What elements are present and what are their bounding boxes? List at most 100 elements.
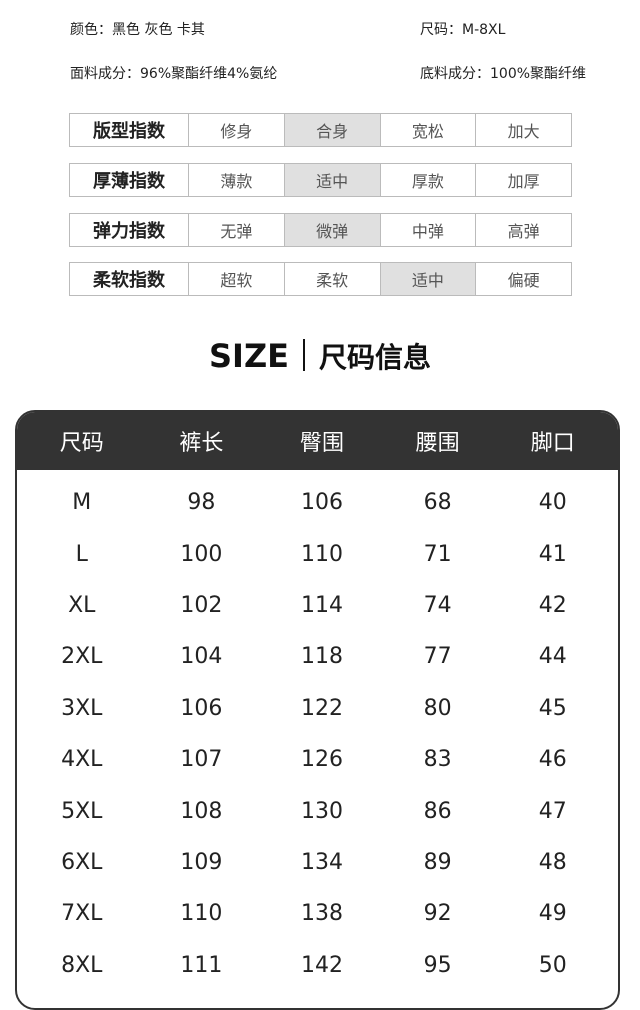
table-cell: 42: [538, 592, 567, 618]
table-cell: 80: [423, 695, 452, 721]
index-option: 薄款: [188, 164, 284, 196]
lining-info: 底料成分：100%聚酯纤维: [420, 66, 587, 82]
table-cell: 49: [538, 901, 567, 927]
table-cell: 68: [423, 490, 452, 516]
table-cell: 71: [423, 541, 452, 567]
table-cell: XL: [68, 592, 96, 618]
table-row: XL 102 114 74 42: [17, 580, 618, 631]
table-cell: 109: [180, 849, 223, 875]
table-cell: M: [72, 490, 92, 516]
index-option: 柔软: [283, 263, 380, 295]
index-option: 加厚: [475, 164, 571, 196]
index-label: 柔软指数: [93, 270, 165, 291]
table-cell: 47: [538, 798, 567, 824]
table-cell: 126: [300, 747, 343, 773]
table-cell: 46: [538, 747, 567, 773]
table-cell: 7XL: [61, 901, 103, 927]
size-table-body: M 98 106 68 40 L 100 110 71 41 XL 102 114 74 42 2XL 104 1…: [17, 470, 618, 991]
table-cell: 2XL: [61, 644, 103, 670]
table-cell: 106: [180, 695, 223, 721]
table-cell: 83: [423, 747, 452, 773]
table-cell: 134: [300, 849, 343, 875]
column-header: 尺码: [59, 431, 104, 456]
table-row: 5XL 108 130 86 47: [17, 785, 618, 836]
size-table-header: 尺码 裤长 臀围 腰围 脚口: [17, 412, 618, 470]
table-cell: 45: [538, 695, 567, 721]
index-option: 宽松: [379, 114, 476, 146]
table-row: 6XL 109 134 89 48: [17, 837, 618, 888]
index-option: 超软: [188, 263, 284, 295]
column-header: 臀围: [299, 431, 344, 456]
table-cell: 104: [180, 644, 223, 670]
table-row: L 100 110 71 41: [17, 528, 618, 579]
index-row: 柔软指数 超软 柔软 适中 偏硬: [69, 262, 572, 296]
index-row: 版型指数 修身 合身 宽松 加大: [69, 113, 572, 147]
table-row: 7XL 110 138 92 49: [17, 888, 618, 939]
index-option: 无弹: [188, 214, 284, 246]
title-divider: [303, 339, 305, 371]
table-row: 3XL 106 122 80 45: [17, 683, 618, 734]
table-row: 8XL 111 142 95 50: [17, 940, 618, 991]
table-row: M 98 106 68 40: [17, 477, 618, 528]
column-header: 脚口: [530, 431, 575, 456]
index-option: 厚款: [379, 164, 476, 196]
size-title-cn: 尺码信息: [319, 341, 432, 374]
index-option-selected: 合身: [283, 114, 380, 146]
size-title-en: SIZE: [208, 337, 289, 375]
table-cell: 130: [300, 798, 343, 824]
table-cell: 114: [300, 592, 343, 618]
index-option: 高弹: [475, 214, 571, 246]
fabric-info: 面料成分：96%聚酯纤维4%氨纶: [70, 66, 278, 82]
table-cell: 5XL: [61, 798, 103, 824]
table-cell: 100: [180, 541, 223, 567]
index-option: 偏硬: [475, 263, 571, 295]
table-cell: 95: [423, 952, 452, 978]
table-cell: 44: [538, 644, 567, 670]
index-label: 版型指数: [93, 121, 165, 142]
table-cell: 111: [180, 952, 223, 978]
index-option: 加大: [475, 114, 571, 146]
column-header: 裤长: [179, 431, 224, 456]
size-table: 尺码 裤长 臀围 腰围 脚口 M 98 106 68 40 L 100 110 71 41 XL 102 114…: [15, 410, 620, 1010]
color-info: 颜色：黑色 灰色 卡其: [70, 22, 205, 38]
index-row: 弹力指数 无弹 微弹 中弹 高弹: [69, 213, 572, 247]
index-option-selected: 微弹: [283, 214, 380, 246]
table-cell: 110: [180, 901, 223, 927]
index-option: 修身: [188, 114, 284, 146]
size-range-info: 尺码：M-8XL: [420, 22, 506, 38]
table-cell: 3XL: [61, 695, 103, 721]
index-row: 厚薄指数 薄款 适中 厚款 加厚: [69, 163, 572, 197]
table-cell: 6XL: [61, 849, 103, 875]
table-row: 2XL 104 118 77 44: [17, 631, 618, 682]
table-cell: 138: [300, 901, 343, 927]
table-cell: 50: [538, 952, 567, 978]
table-cell: 74: [423, 592, 452, 618]
table-cell: 122: [300, 695, 343, 721]
table-cell: 92: [423, 901, 452, 927]
table-cell: 77: [423, 644, 452, 670]
table-cell: 8XL: [61, 952, 103, 978]
table-row: 4XL 107 126 83 46: [17, 734, 618, 785]
column-header: 腰围: [415, 431, 460, 456]
size-title: SIZE 尺码信息: [0, 336, 640, 376]
table-cell: L: [75, 541, 88, 567]
index-option-selected: 适中: [379, 263, 476, 295]
table-cell: 98: [187, 490, 216, 516]
table-cell: 142: [300, 952, 343, 978]
table-cell: 40: [538, 490, 567, 516]
index-option-selected: 适中: [283, 164, 380, 196]
table-cell: 108: [180, 798, 223, 824]
table-cell: 106: [300, 490, 343, 516]
table-cell: 102: [180, 592, 223, 618]
table-cell: 89: [423, 849, 452, 875]
table-cell: 110: [300, 541, 343, 567]
table-cell: 107: [180, 747, 223, 773]
table-cell: 4XL: [61, 747, 103, 773]
table-cell: 41: [538, 541, 567, 567]
table-cell: 48: [538, 849, 567, 875]
index-label: 厚薄指数: [93, 171, 165, 192]
index-option: 中弹: [379, 214, 476, 246]
table-cell: 118: [300, 644, 343, 670]
table-cell: 86: [423, 798, 452, 824]
index-label: 弹力指数: [93, 221, 165, 242]
